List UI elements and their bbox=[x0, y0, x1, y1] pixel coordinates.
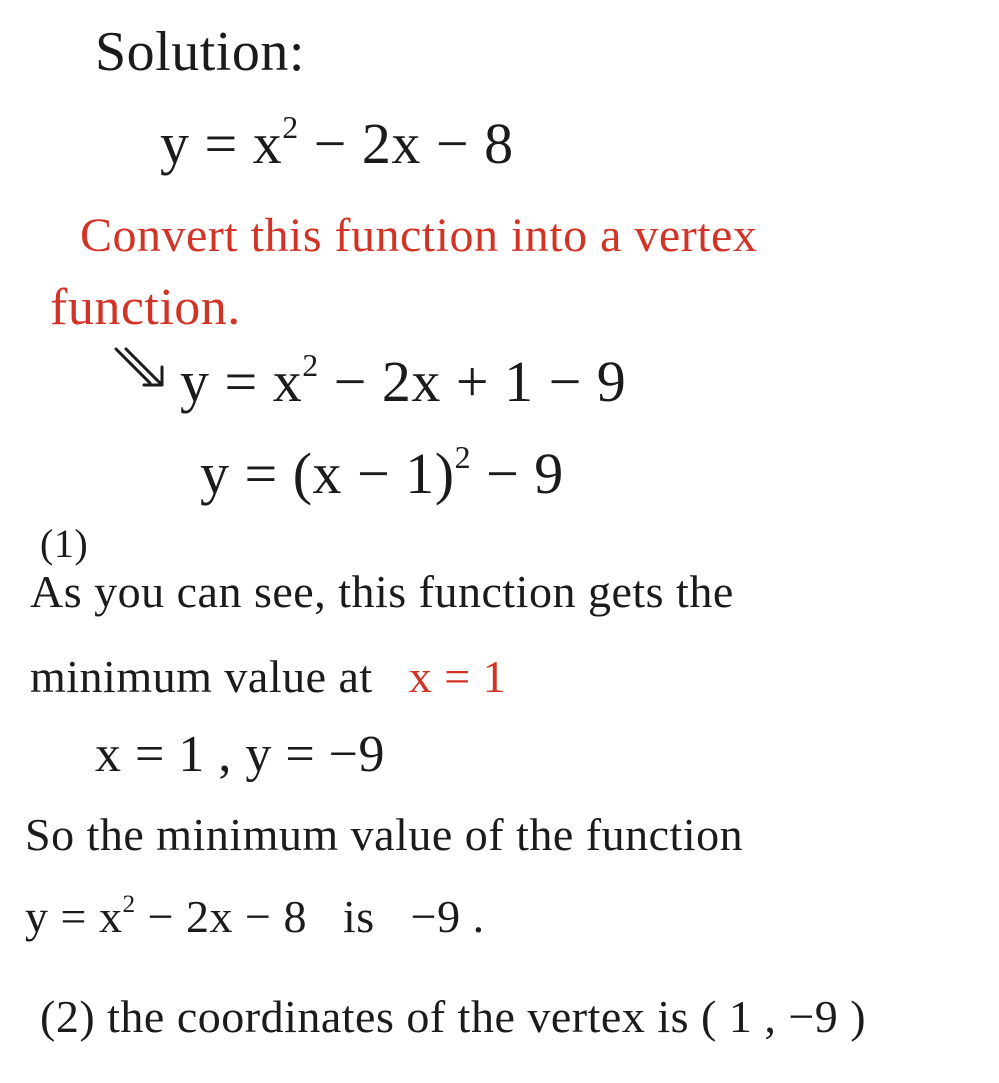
part-1-marker: (1) bbox=[40, 520, 88, 567]
annotation-line-2: function. bbox=[50, 278, 241, 337]
part1-conclusion-line2: y = x2 − 2x − 8 is −9 . bbox=[25, 890, 485, 943]
eq-orig-text: y = x2 − 2x − 8 bbox=[160, 111, 514, 176]
handwritten-solution-page: Solution: y = x2 − 2x − 8 Convert this f… bbox=[0, 0, 999, 1083]
part1-line1: As you can see, this function gets the bbox=[30, 565, 734, 618]
part1-line2: minimum value at x = 1 bbox=[30, 650, 506, 703]
arrow-icon bbox=[110, 345, 170, 395]
conc-eq-text: y = x2 − 2x − 8 is −9 . bbox=[25, 891, 485, 942]
part1-line2-red: x = 1 bbox=[409, 651, 506, 702]
equation-vertex-form: y = (x − 1)2 − 9 bbox=[200, 440, 564, 507]
part1-values: x = 1 , y = −9 bbox=[95, 725, 385, 784]
eq-step1-text: y = x2 − 2x + 1 − 9 bbox=[180, 349, 626, 414]
part1-line2-before: minimum value at bbox=[30, 651, 385, 702]
eq-step2-text: y = (x − 1)2 − 9 bbox=[200, 441, 564, 506]
title: Solution: bbox=[95, 20, 305, 84]
equation-step-1: y = x2 − 2x + 1 − 9 bbox=[180, 348, 626, 415]
equation-original: y = x2 − 2x − 8 bbox=[160, 110, 514, 177]
part2-line: (2) the coordinates of the vertex is ( 1… bbox=[40, 990, 866, 1043]
part1-conclusion-line1: So the minimum value of the function bbox=[25, 808, 743, 861]
annotation-line-1: Convert this function into a vertex bbox=[80, 208, 757, 263]
